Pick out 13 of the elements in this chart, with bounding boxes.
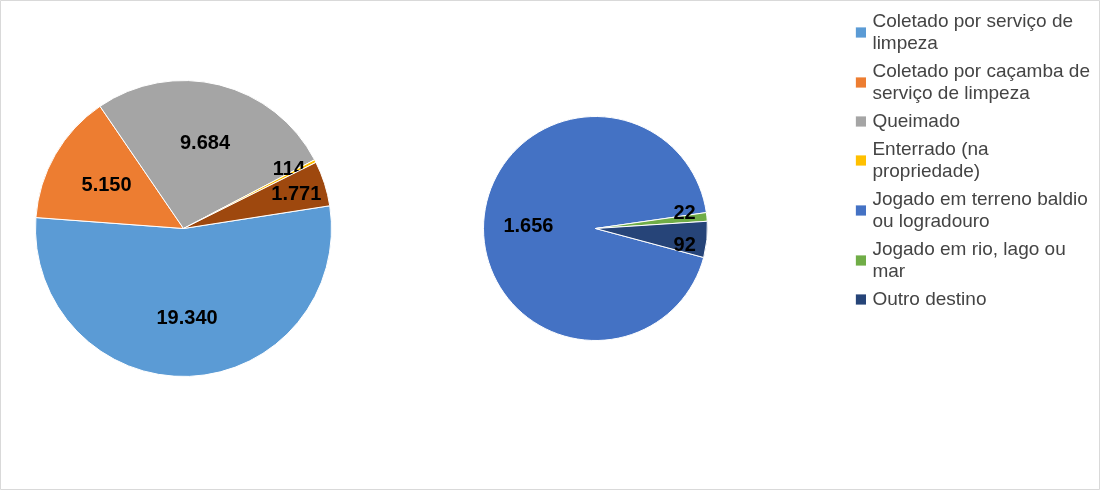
legend-label: Coletado por serviço de limpeza xyxy=(872,10,1074,54)
data-label: 5.150 xyxy=(81,173,132,196)
data-label: 9.684 xyxy=(179,131,231,154)
legend-label: Coletado por caçamba de serviço de limpeza xyxy=(872,60,1090,104)
legend-label: Jogado em terreno baldio ou logradouro xyxy=(872,188,1088,232)
data-label: 92 xyxy=(673,233,696,256)
data-label: 1.656 xyxy=(503,213,554,236)
legend-label: Outro destino xyxy=(872,288,987,310)
data-label: 19.340 xyxy=(156,306,218,329)
legend-label: Queimado xyxy=(872,110,961,132)
legend-label: Enterrado (na propriedade) xyxy=(872,138,989,182)
data-label: 1.771 xyxy=(271,181,322,204)
legend-label: Jogado em rio, lago ou mar xyxy=(872,238,1066,282)
